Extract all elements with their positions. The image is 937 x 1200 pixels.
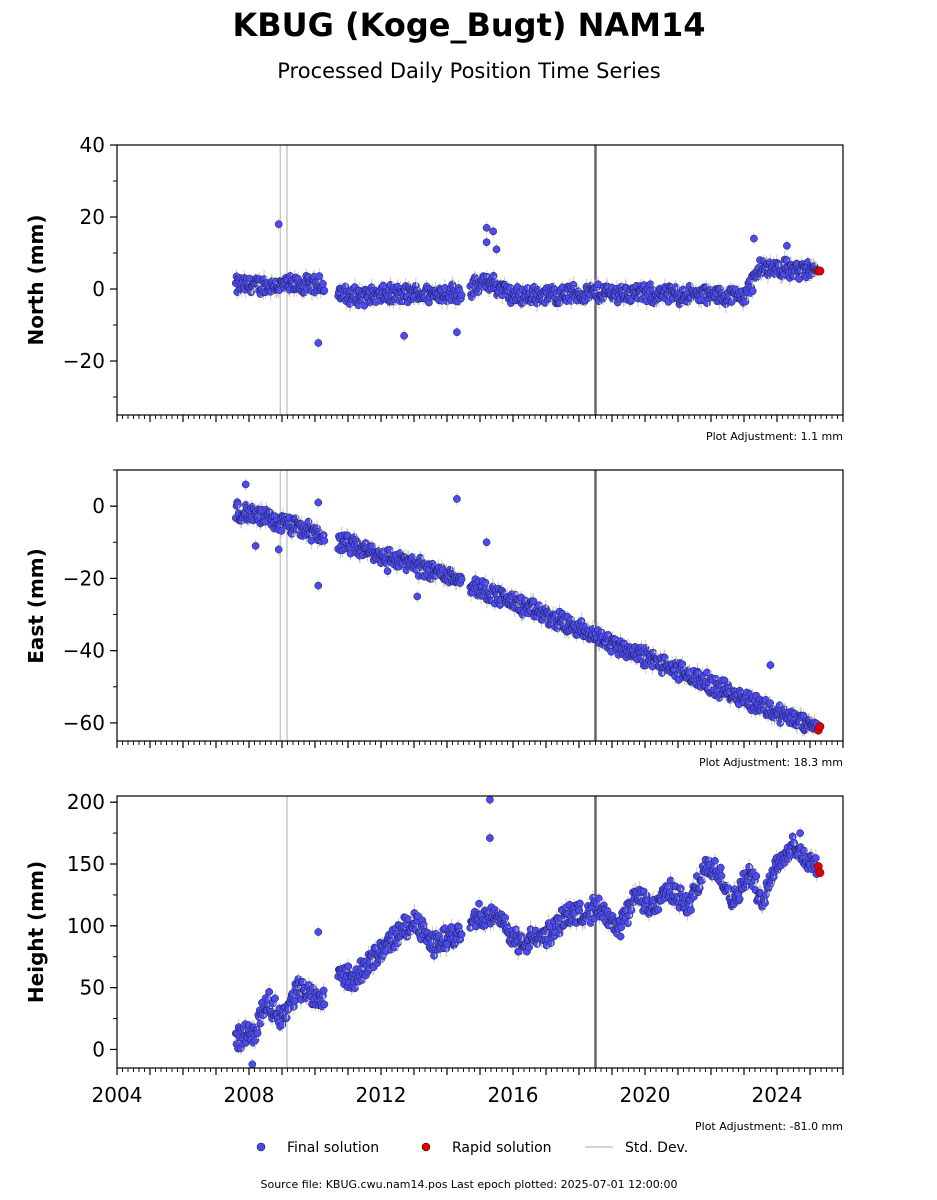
outlier-point [400,331,408,340]
data-point [282,1013,291,1022]
data-point [315,272,324,280]
data-point [627,906,636,915]
data-point [475,899,483,908]
outlier-point [482,238,491,247]
data-point [253,1029,262,1038]
outlier-point [274,545,283,554]
east-panel: −60 −40 −20 0 East (mm) Plot Adjustment: 18.3… [24,469,844,769]
data-point [319,986,328,995]
outlier-point [750,234,758,243]
data-point [256,1019,265,1028]
y-axis-label: North (mm) [24,214,48,345]
rapid-point [815,266,825,276]
data-point [501,913,509,922]
data-point [695,884,704,892]
data-point [752,872,761,880]
data-point [489,271,498,280]
data-point [319,280,327,288]
final-solution-series [231,218,825,349]
data-point [575,906,584,915]
outlier-point [783,241,791,250]
outlier-point [314,498,323,507]
outlier-point [482,538,491,547]
y-tick-label: 40 [80,133,105,157]
data-point [265,988,274,996]
data-point [800,846,809,855]
data-point [761,899,769,907]
outlier-point [453,328,461,337]
data-point [671,283,680,291]
outlier-point [413,592,422,601]
data-point [616,932,625,941]
data-point [517,932,526,941]
north-panel: −20 0 20 40 North (mm) Plot Adjustment: 1.1 m… [24,133,844,443]
data-point [344,962,353,971]
data-point [716,863,725,872]
outlier-point [383,567,392,576]
outlier-point [766,661,775,669]
figure-subtitle: Processed Daily Position Time Series [277,59,661,83]
y-tick-label: −40 [63,639,105,663]
outlier-point [251,542,260,550]
data-point [748,287,757,295]
plot-adjustment: Plot Adjustment: 18.3 mm [699,756,843,769]
y-tick-label: 0 [92,277,105,301]
data-point [735,895,744,903]
data-point [271,994,279,1003]
y-tick-label: 20 [80,205,105,229]
data-point [727,298,736,306]
data-point [457,575,466,584]
data-point [788,832,797,841]
data-point [529,597,538,606]
data-point [717,872,726,880]
data-point [711,857,719,865]
figure-title: KBUG (Koge_Bugt) NAM14 [232,6,705,44]
outlier-point [492,245,501,254]
y-axis-label: East (mm) [24,548,48,664]
data-point [320,1000,329,1009]
outlier-point [453,495,461,503]
data-point [234,500,242,509]
final-solution-series [231,796,825,1068]
outlier-point [314,339,323,347]
data-point [457,930,466,939]
data-point [623,919,632,928]
y-tick-label: −20 [63,349,105,373]
data-point [654,905,663,914]
y-tick-label: −60 [63,711,105,735]
data-point [525,943,533,952]
data-point [617,923,626,932]
data-point [277,526,286,535]
plot-area [231,145,825,415]
outlier-point [489,227,498,236]
data-point [576,899,584,908]
outlier-point [241,480,250,489]
final-solution-series [231,478,825,737]
outlier-point [274,220,283,229]
data-point [795,275,804,283]
plot-area [231,470,825,741]
data-point [812,854,820,862]
data-point [676,884,685,893]
y-tick-label: −20 [63,566,105,590]
plot-adjustment: Plot Adjustment: 1.1 mm [706,430,843,443]
plot-area [231,796,825,1068]
data-point [320,286,329,295]
outlier-point [314,581,323,590]
data-point [457,291,466,299]
data-point [320,536,329,545]
y-tick-label: 0 [92,494,105,518]
rapid-point [815,722,825,731]
outlier-point [482,223,491,232]
data-point [687,906,695,915]
data-point [594,894,603,903]
